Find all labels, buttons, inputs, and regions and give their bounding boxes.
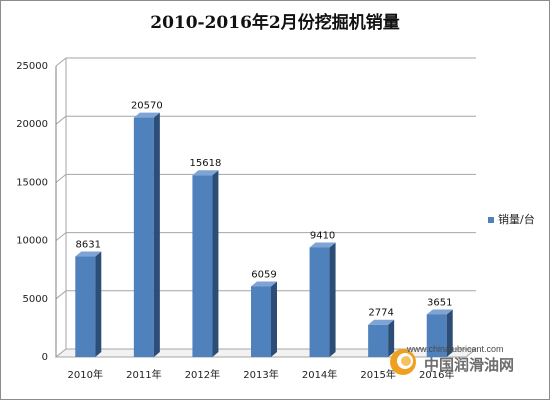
x-tick-label: 2011年 [126, 368, 161, 381]
watermark-name: 中国润滑油网 [424, 356, 515, 374]
data-label: 2774 [368, 308, 393, 319]
x-tick-label: 2016年 [419, 368, 454, 381]
bar-top [192, 170, 219, 176]
bar-front [75, 256, 96, 357]
bar-side [271, 281, 277, 357]
gridline-diagonal [55, 57, 67, 67]
gridline-diagonal [55, 290, 67, 300]
data-label: 6059 [251, 269, 276, 280]
data-label: 3651 [427, 298, 452, 309]
bar-front [192, 175, 213, 357]
bar-front [368, 324, 389, 357]
legend-label: 销量/台 [498, 213, 535, 226]
bar-top [133, 112, 160, 118]
y-tick-label: 25000 [16, 61, 48, 72]
x-tick-label: 2010年 [68, 368, 103, 381]
data-labels: 8631 20570 15618 6059 9410 2774 3651 [76, 101, 453, 319]
bar-side [212, 170, 219, 357]
bar-front [251, 286, 271, 357]
gridline-diagonal [55, 115, 67, 125]
bar-side [95, 251, 102, 357]
data-label: 8631 [76, 240, 101, 251]
x-tick-label: 2013年 [243, 368, 278, 381]
bar-top [75, 251, 102, 257]
bar-front [133, 117, 154, 357]
data-label: 15618 [190, 158, 222, 169]
bars [75, 112, 453, 357]
watermark-logo-icon [390, 349, 416, 375]
legend: 销量/台 [488, 211, 535, 227]
bar-top [309, 242, 336, 248]
y-tick-label: 15000 [16, 177, 48, 188]
y-tick-label: 20000 [16, 119, 48, 130]
gridline-diagonal [55, 174, 67, 183]
bar-side [153, 112, 160, 357]
gridline-diagonal [55, 232, 67, 241]
bar-side [329, 242, 336, 357]
x-tick-label: 2014年 [302, 368, 337, 381]
data-label: 20570 [131, 101, 163, 112]
bar-front [309, 247, 330, 357]
legend-swatch [488, 217, 494, 223]
bar-top [251, 281, 277, 287]
bar-side [388, 319, 395, 357]
watermark-url: www.chinalubricant.com [407, 344, 504, 354]
bar-top [426, 309, 453, 315]
chart-title: 2010-2016年2月份挖掘机销量 [150, 13, 400, 33]
x-tick-label: 2015年 [360, 368, 395, 381]
data-label: 9410 [310, 230, 335, 241]
bar-side [446, 309, 453, 357]
y-tick-label: 10000 [16, 236, 48, 247]
x-tick-label: 2012年 [185, 368, 220, 381]
y-tick-label: 5000 [23, 294, 48, 305]
y-tick-label: 0 [42, 352, 48, 363]
bar-top [368, 319, 395, 325]
bar-front [426, 314, 447, 357]
